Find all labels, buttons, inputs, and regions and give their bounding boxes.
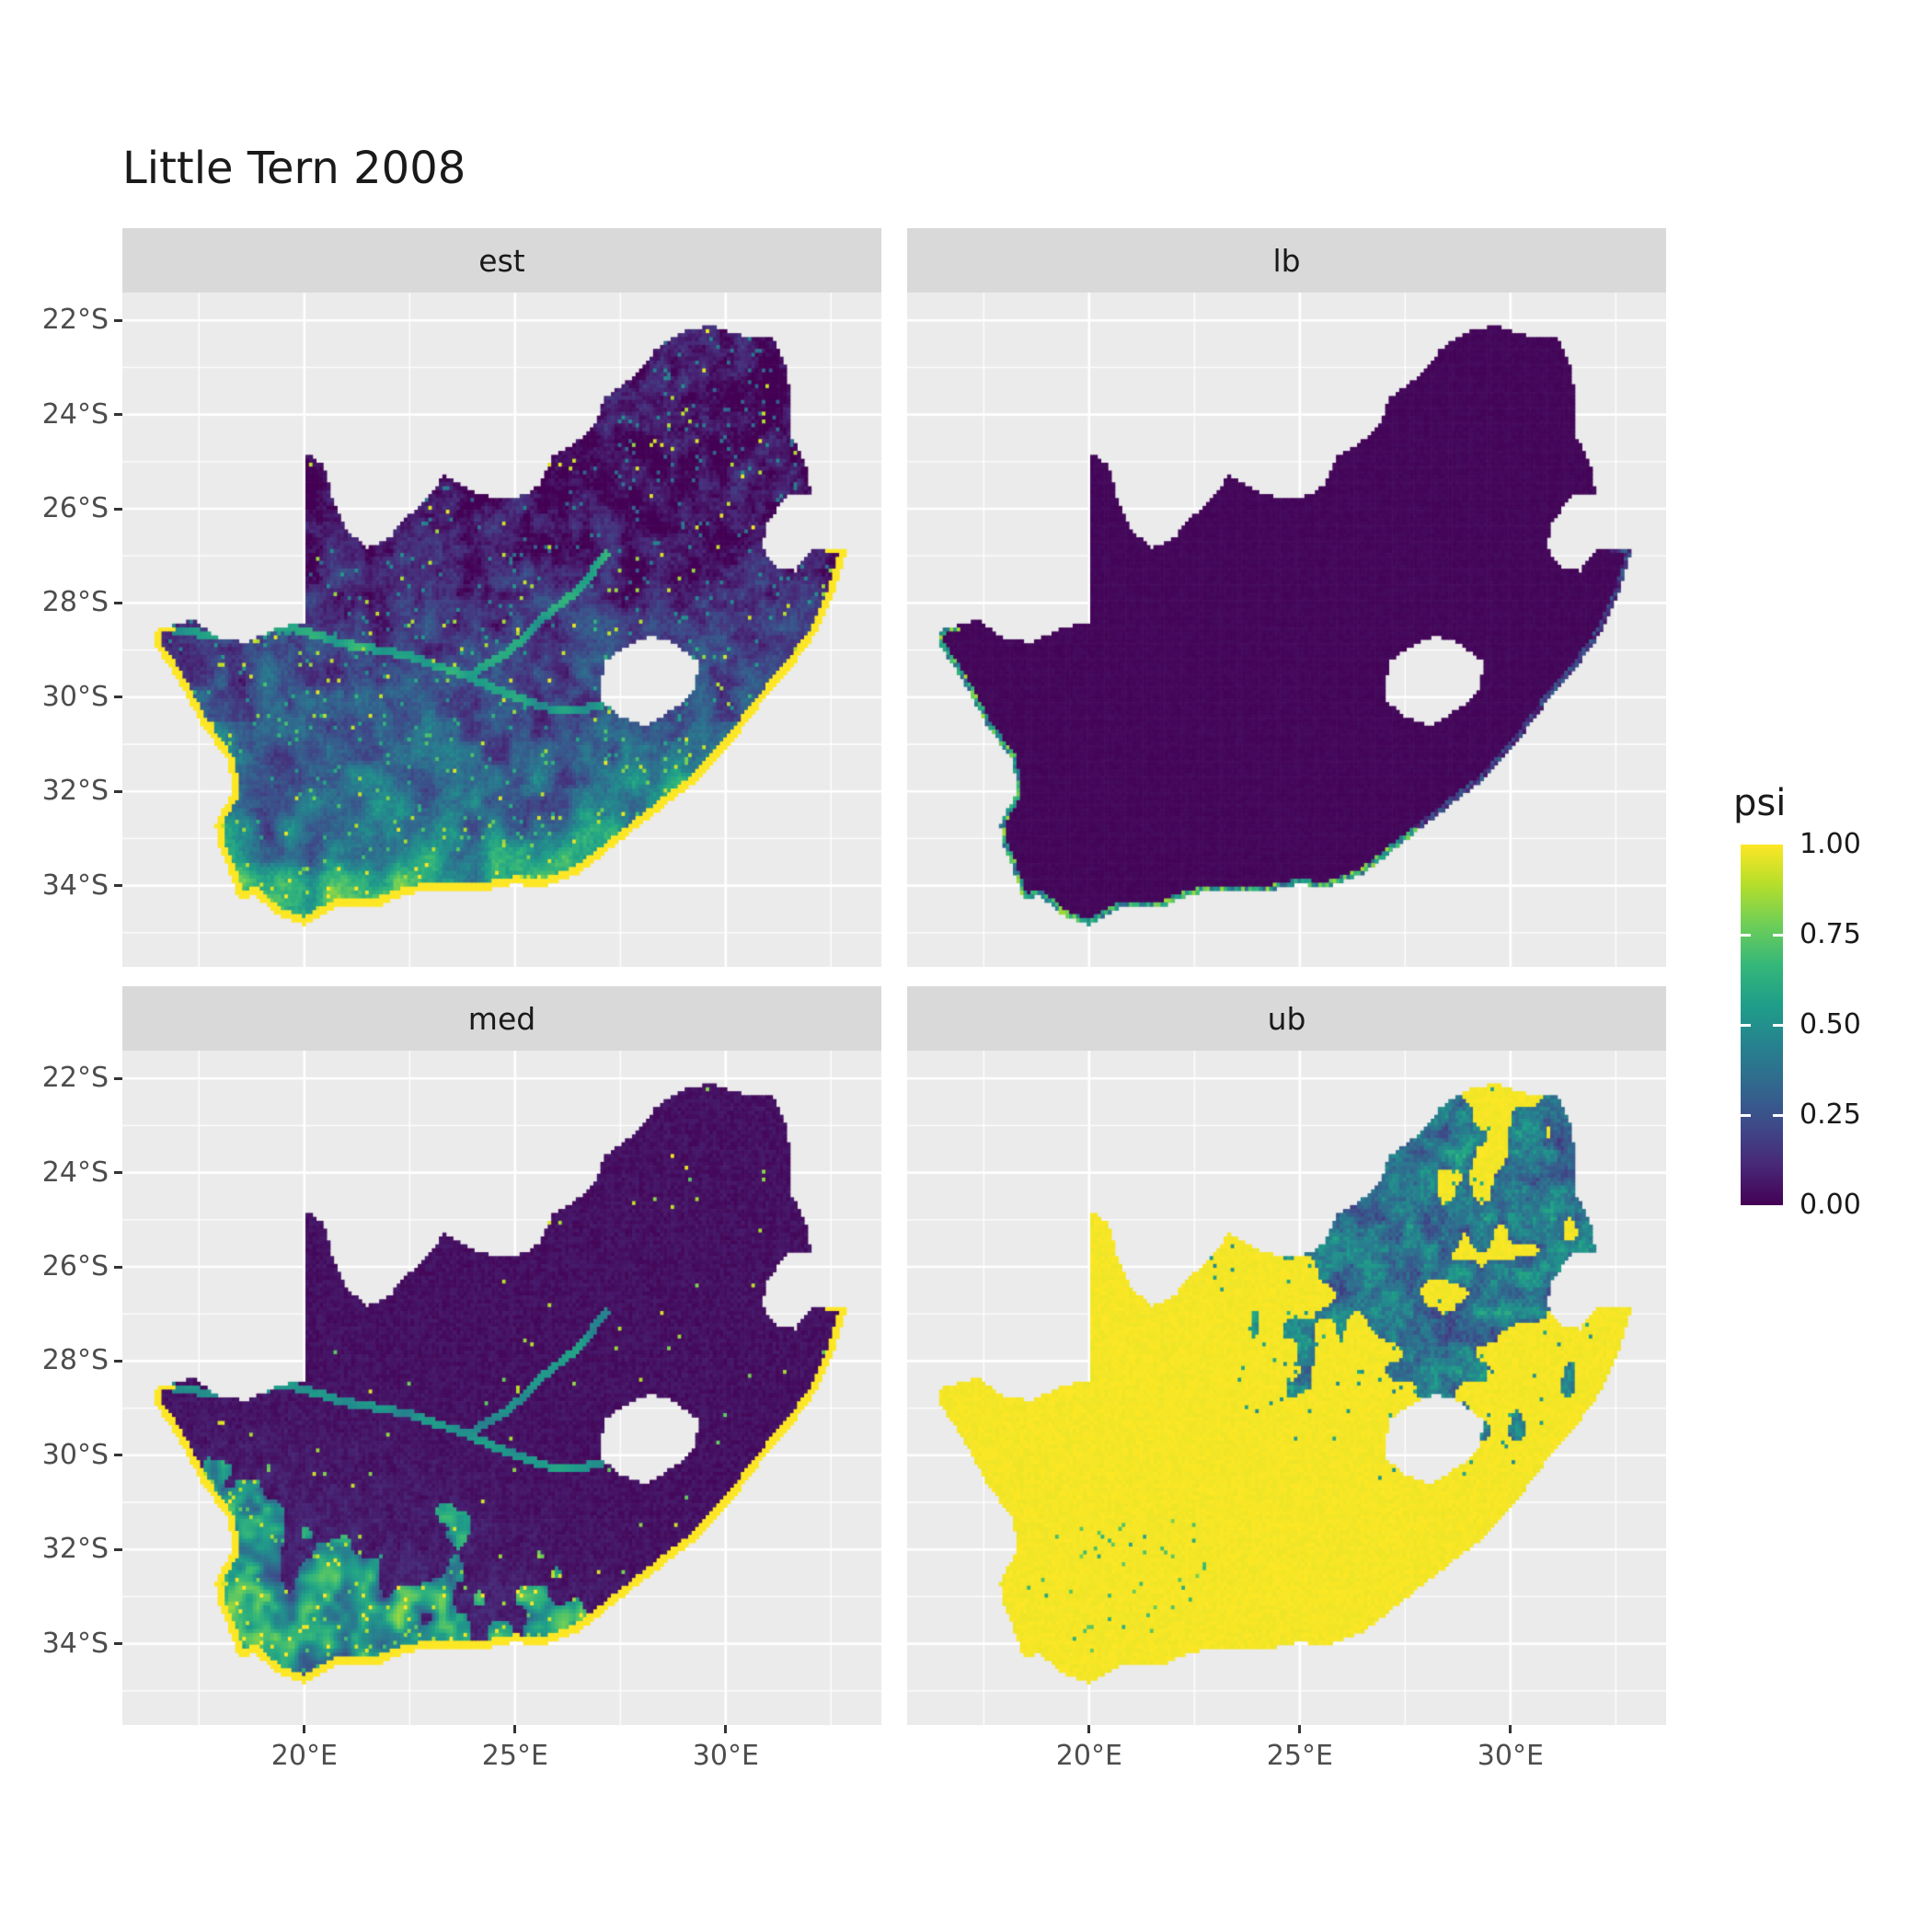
plot-title: Little Tern 2008 bbox=[122, 143, 466, 194]
y-axis-tick-mark bbox=[114, 696, 122, 699]
x-tick-label: 20°E bbox=[1055, 1740, 1122, 1772]
legend-label: 0.75 bbox=[1800, 918, 1861, 950]
x-axis-tick-mark bbox=[1509, 1725, 1512, 1733]
facet-strip-est: est bbox=[122, 228, 881, 293]
legend-tick-mark bbox=[1773, 1023, 1783, 1027]
y-axis-tick-mark bbox=[114, 1547, 122, 1551]
legend-tick-mark bbox=[1773, 933, 1783, 937]
x-tick-label: 25°E bbox=[1266, 1740, 1333, 1772]
map-panel-est bbox=[122, 293, 881, 967]
y-tick-label: 22°S bbox=[41, 304, 109, 337]
legend-label: 0.50 bbox=[1800, 1008, 1861, 1041]
legend-label: 0.00 bbox=[1800, 1189, 1861, 1221]
legend-tick-mark bbox=[1741, 933, 1751, 937]
legend-tick-mark bbox=[1741, 1023, 1751, 1027]
x-tick-label: 30°E bbox=[1477, 1740, 1544, 1772]
y-axis-tick-mark bbox=[114, 507, 122, 511]
y-axis-tick-mark bbox=[114, 413, 122, 417]
y-axis-tick-mark bbox=[114, 789, 122, 793]
x-tick-label: 30°E bbox=[692, 1740, 759, 1772]
y-axis-tick-mark bbox=[114, 1265, 122, 1269]
y-tick-label: 32°S bbox=[41, 775, 109, 808]
y-tick-label: 34°S bbox=[41, 1627, 109, 1660]
x-tick-label: 20°E bbox=[270, 1740, 338, 1772]
legend-label: 0.25 bbox=[1800, 1098, 1861, 1131]
y-axis-tick-mark bbox=[114, 1171, 122, 1175]
y-axis-tick-mark bbox=[114, 1454, 122, 1457]
legend-tick-mark bbox=[1741, 1113, 1751, 1117]
x-axis-tick-mark bbox=[303, 1725, 306, 1733]
facet-strip-ub: ub bbox=[907, 986, 1666, 1051]
y-tick-label: 34°S bbox=[41, 868, 109, 902]
y-axis-tick-mark bbox=[114, 884, 122, 888]
y-tick-label: 32°S bbox=[41, 1533, 109, 1566]
y-axis-tick-mark bbox=[114, 1642, 122, 1646]
y-tick-label: 30°S bbox=[41, 1438, 109, 1471]
map-panel-ub bbox=[907, 1051, 1666, 1725]
y-axis-tick-mark bbox=[114, 601, 122, 604]
map-panel-lb bbox=[907, 293, 1666, 967]
x-axis-tick-mark bbox=[513, 1725, 517, 1733]
y-axis-tick-mark bbox=[114, 1359, 122, 1363]
x-axis-tick-mark bbox=[724, 1725, 728, 1733]
x-tick-label: 25°E bbox=[481, 1740, 548, 1772]
y-tick-label: 22°S bbox=[41, 1062, 109, 1095]
legend-tick-mark bbox=[1773, 1113, 1783, 1117]
y-tick-label: 30°S bbox=[41, 680, 109, 713]
y-tick-label: 26°S bbox=[41, 1250, 109, 1282]
legend-title: psi bbox=[1733, 782, 1787, 824]
map-panel-med bbox=[122, 1051, 881, 1725]
y-tick-label: 28°S bbox=[41, 586, 109, 619]
y-tick-label: 26°S bbox=[41, 492, 109, 524]
x-axis-tick-mark bbox=[1298, 1725, 1302, 1733]
facet-strip-lb: lb bbox=[907, 228, 1666, 293]
y-axis-tick-mark bbox=[114, 318, 122, 322]
y-tick-label: 24°S bbox=[41, 397, 109, 431]
x-axis-tick-mark bbox=[1087, 1725, 1091, 1733]
y-tick-label: 28°S bbox=[41, 1344, 109, 1377]
y-tick-label: 24°S bbox=[41, 1156, 109, 1189]
facet-strip-med: med bbox=[122, 986, 881, 1051]
legend-label: 1.00 bbox=[1800, 828, 1861, 860]
y-axis-tick-mark bbox=[114, 1076, 122, 1080]
